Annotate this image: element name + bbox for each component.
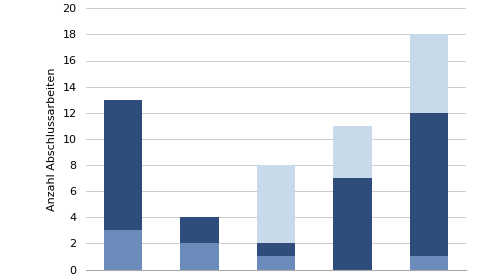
Bar <box>104 230 142 270</box>
Y-axis label: Anzahl Abschlussarbeiten: Anzahl Abschlussarbeiten <box>47 67 57 211</box>
Bar <box>410 256 448 270</box>
Bar <box>410 34 448 113</box>
Bar <box>104 100 142 230</box>
Bar <box>257 165 295 243</box>
Bar <box>257 243 295 256</box>
Bar <box>180 217 218 243</box>
Bar <box>180 243 218 270</box>
Bar <box>257 256 295 270</box>
Bar <box>334 178 372 270</box>
Bar <box>410 113 448 256</box>
Bar <box>334 126 372 178</box>
